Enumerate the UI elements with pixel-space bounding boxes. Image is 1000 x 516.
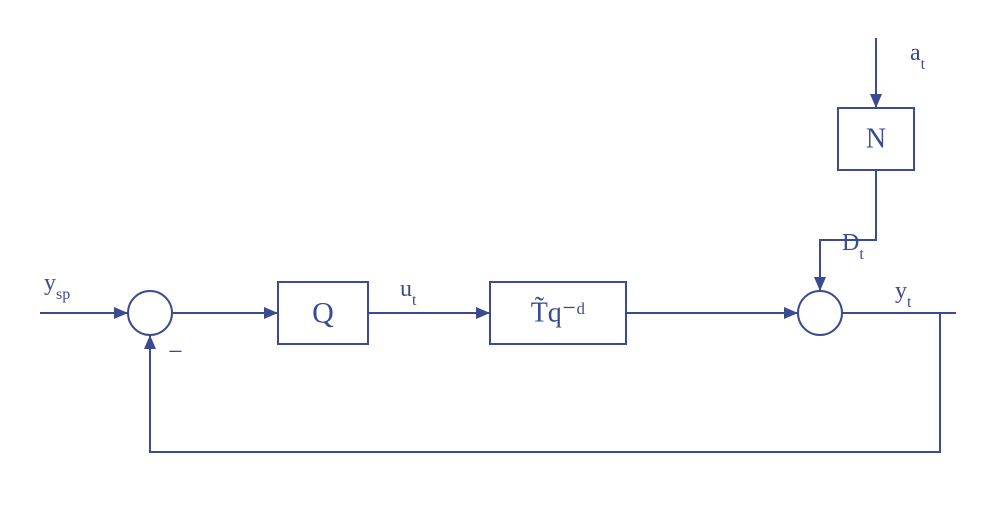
- block-Q: Q: [278, 282, 368, 344]
- block-T: T̃q⁻ᵈ: [490, 282, 626, 344]
- label-yt: yt: [895, 278, 912, 311]
- label-Dt: Dt: [842, 230, 864, 263]
- label-at: at: [910, 40, 926, 73]
- block-N: N: [838, 108, 914, 170]
- label-minus: −: [168, 337, 183, 366]
- sum-S1: [128, 291, 172, 335]
- label-ysp: ysp: [44, 270, 70, 303]
- block-label-Q: Q: [312, 297, 334, 330]
- sum-S2: [798, 291, 842, 335]
- label-ut: ut: [400, 276, 417, 309]
- block-label-T: T̃q⁻ᵈ: [531, 297, 586, 329]
- block-label-N: N: [866, 124, 886, 155]
